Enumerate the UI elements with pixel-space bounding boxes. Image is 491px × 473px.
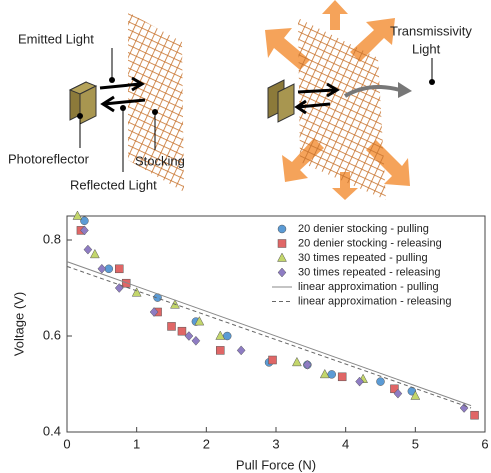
stocking-mesh <box>128 12 184 192</box>
point <box>410 390 421 400</box>
label: Emitted Light <box>18 31 94 46</box>
x-tick-label: 1 <box>133 436 140 451</box>
point <box>222 331 232 341</box>
point <box>80 216 89 226</box>
point <box>177 326 187 336</box>
y-axis-label: Voltage (V) <box>11 292 26 356</box>
x-tick-label: 4 <box>342 436 349 451</box>
point <box>268 355 277 365</box>
transmit-arrow <box>343 84 401 98</box>
point <box>337 372 347 382</box>
reflect-arrow <box>294 99 331 115</box>
legend-label: 30 times repeated - pulling <box>298 252 428 264</box>
fit-line <box>66 261 472 407</box>
point <box>236 345 246 356</box>
point <box>72 210 83 220</box>
right-diagram: Transmissivity Light <box>265 0 472 200</box>
y-tick-label: 0.4 <box>43 423 61 438</box>
point <box>355 376 364 387</box>
point <box>149 307 159 317</box>
x-tick-label: 6 <box>481 436 488 451</box>
y-tick-label: 0.8 <box>43 231 61 246</box>
emit-arrow <box>297 82 340 98</box>
point <box>327 370 336 379</box>
point <box>194 316 205 326</box>
label: Transmissivity <box>390 23 472 38</box>
label: Light <box>412 41 441 56</box>
legend-label: 20 denier stocking - pulling <box>298 223 429 235</box>
point <box>167 322 176 331</box>
point <box>376 377 385 386</box>
legend-marker <box>277 267 287 278</box>
x-axis-label: Pull Force (N) <box>236 457 316 472</box>
label: Stocking <box>135 153 185 168</box>
point <box>393 388 403 399</box>
dot <box>77 113 83 119</box>
x-tick-label: 3 <box>272 436 279 451</box>
point <box>115 264 124 274</box>
dot <box>109 77 115 83</box>
legend-marker <box>277 252 287 262</box>
sensor-face <box>277 83 295 123</box>
dot <box>152 109 158 115</box>
x-tick-label: 0 <box>63 436 70 451</box>
point <box>459 403 469 413</box>
legend-label: 30 times repeated - releasing <box>298 266 440 278</box>
point <box>191 335 201 346</box>
label: Reflected Light <box>70 177 157 192</box>
point <box>291 356 302 367</box>
x-tick-label: 5 <box>412 436 419 451</box>
dot <box>429 79 435 85</box>
point <box>89 248 100 259</box>
point <box>83 244 93 255</box>
point <box>97 263 107 274</box>
fit-line <box>66 265 472 409</box>
point <box>470 410 479 420</box>
dot <box>120 105 126 111</box>
legend-marker <box>277 239 287 248</box>
point <box>80 225 89 236</box>
left-diagram: Emitted Light Photoreflector Reflected L… <box>8 12 185 192</box>
chart: 0.4 0.6 0.8 0 1 2 3 4 5 6 Pull Force (N) Voltage (V… <box>11 210 489 472</box>
legend-label: linear approximation - pulling <box>298 281 439 293</box>
point <box>303 359 312 370</box>
point <box>184 331 194 341</box>
point <box>216 346 225 355</box>
label: Photoreflector <box>8 151 90 166</box>
y-tick-label: 0.6 <box>43 327 61 342</box>
reflect-arrow <box>100 95 146 113</box>
arrow-head <box>398 82 412 98</box>
legend-label: linear approximation - releasing <box>298 295 451 307</box>
emit-arrow <box>99 76 145 92</box>
point <box>215 330 226 340</box>
stocking-mesh <box>298 18 386 200</box>
x-tick-label: 2 <box>203 436 210 451</box>
point <box>319 368 330 379</box>
legend-marker <box>277 224 287 234</box>
legend-label: 20 denier stocking - releasing <box>298 237 442 249</box>
point <box>131 287 142 297</box>
